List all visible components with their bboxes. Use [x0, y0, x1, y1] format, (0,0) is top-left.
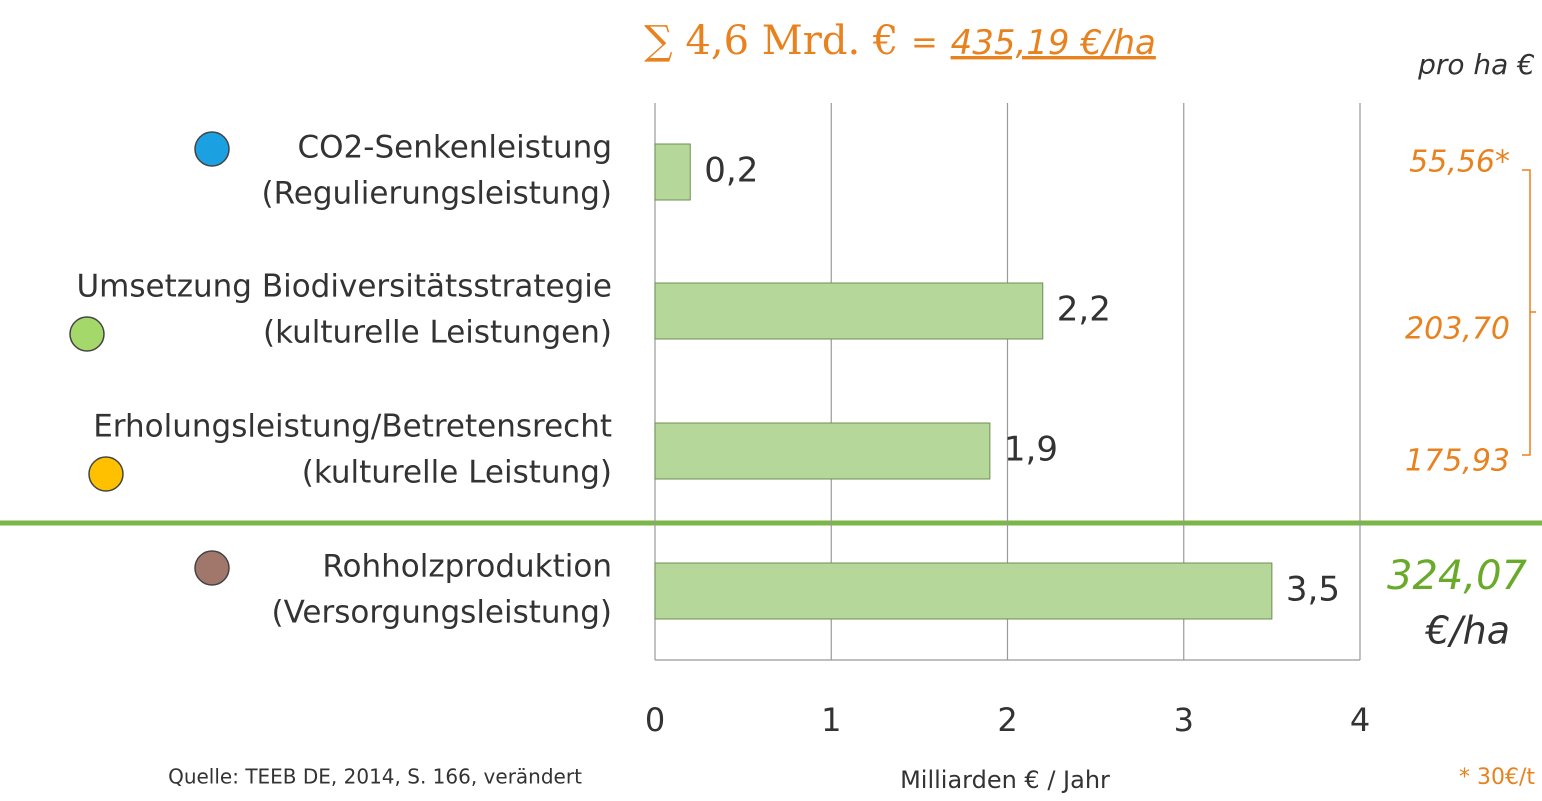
chart-title: ∑ 4,6 Mrd. € = 435,19 €/ha [644, 18, 1156, 65]
title-per-ha: 435,19 €/ha [951, 23, 1156, 63]
footnote: * 30€/t [1459, 765, 1535, 790]
value-label: 0,2 [704, 151, 758, 191]
category-label: Rohholzproduktion [322, 549, 612, 585]
source: Quelle: TEEB DE, 2014, S. 166, verändert [168, 765, 582, 789]
category-label: Umsetzung Biodiversitätsstrategie [76, 269, 612, 305]
category-dot [194, 131, 230, 167]
category-dot [69, 316, 105, 352]
per-ha-value: 324,07 [1387, 553, 1528, 599]
per-ha-value: 175,93 [1405, 444, 1510, 479]
category-label: (Versorgungsleistung) [271, 595, 612, 631]
value-label: 2,2 [1057, 290, 1111, 330]
category-label: (Regulierungsleistung) [262, 176, 612, 212]
x-tick-label: 1 [821, 701, 841, 739]
bracket [1522, 169, 1536, 456]
title-sum: ∑ 4,6 Mrd. € [644, 18, 898, 64]
category-label: CO2-Senkenleistung [298, 130, 613, 166]
per-ha-value: 203,70 [1405, 312, 1510, 347]
x-tick-label: 2 [997, 701, 1017, 739]
bar [654, 422, 991, 480]
value-label: 1,9 [1004, 430, 1058, 470]
bar [654, 143, 691, 201]
title-equals: = [911, 23, 938, 61]
per-ha-value: 55,56* [1409, 145, 1510, 180]
x-axis-title: Milliarden € / Jahr [900, 766, 1110, 794]
category-label: (kulturelle Leistung) [302, 455, 612, 491]
x-tick-label: 0 [645, 701, 665, 739]
category-dot [88, 456, 124, 492]
x-tick-label: 3 [1174, 701, 1194, 739]
x-tick-label: 4 [1350, 701, 1370, 739]
category-label: (kulturelle Leistungen) [263, 315, 612, 351]
value-label: 3,5 [1286, 570, 1340, 610]
bar [654, 282, 1044, 340]
per-ha-unit: €/ha [1425, 609, 1510, 653]
category-label: Erholungsleistung/Betretensrecht [93, 409, 612, 445]
category-dot [194, 550, 230, 586]
bar [654, 562, 1273, 620]
per-ha-header: pro ha € [1417, 48, 1535, 81]
